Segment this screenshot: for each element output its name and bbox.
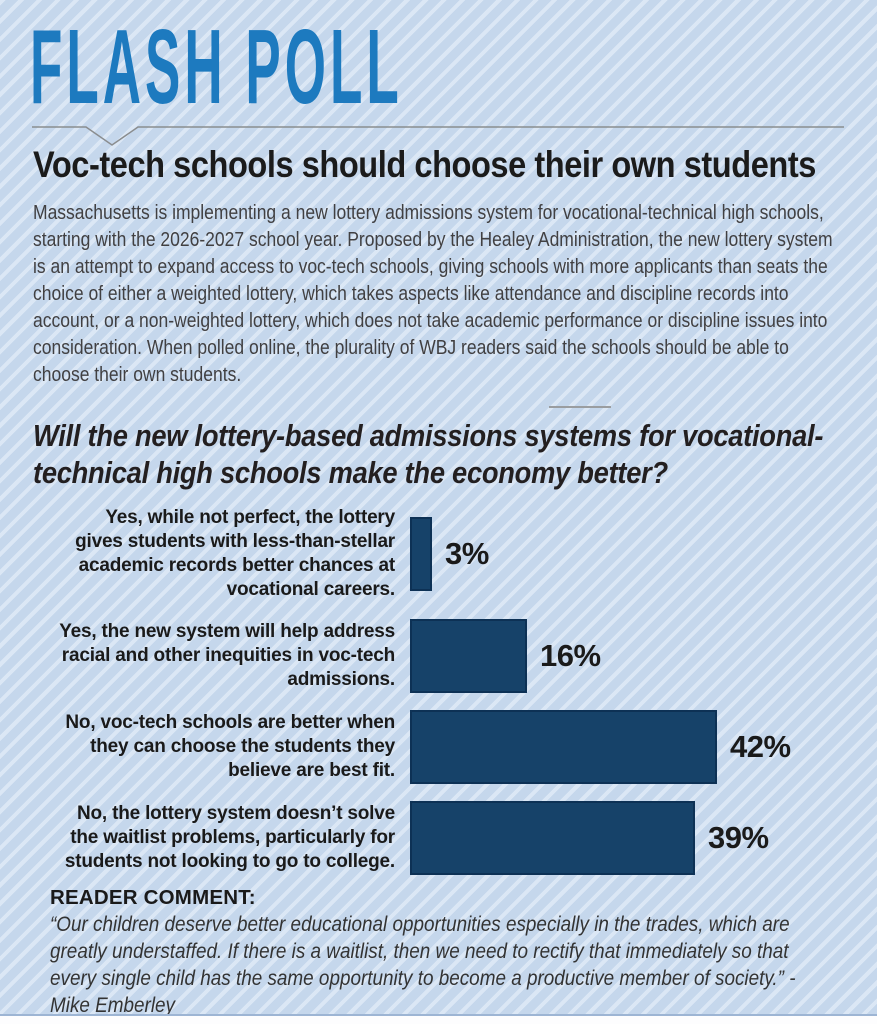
poll-bar-group: 16% (410, 619, 601, 693)
intro-paragraph: Massachusetts is implementing a new lott… (33, 202, 833, 386)
poll-bar-value: 16% (540, 638, 601, 673)
poll-row: Yes, the new system will help address ra… (33, 619, 853, 693)
poll-bar-value: 39% (708, 820, 769, 855)
reader-comment-heading: READER COMMENT: (50, 886, 256, 909)
reader-comment-quote: “Our children deserve better educational… (50, 913, 796, 1017)
poll-bar-value: 42% (730, 729, 791, 764)
poll-bar-group: 3% (410, 517, 489, 591)
poll-bar (410, 801, 695, 875)
poll-bar-value: 3% (445, 536, 489, 571)
masthead-title: FLASH POLL (30, 8, 403, 126)
poll-row: Yes, while not perfect, the lottery give… (33, 506, 853, 602)
poll-chart: Yes, while not perfect, the lottery give… (33, 506, 853, 892)
poll-result-headline: Voc-tech schools should choose their own… (33, 144, 816, 185)
poll-bar (410, 517, 432, 591)
poll-option-label: Yes, the new system will help address ra… (59, 621, 395, 690)
bottom-edge-line (0, 1014, 877, 1016)
poll-option-label: Yes, while not perfect, the lottery give… (75, 507, 395, 600)
bottom-white-strip (0, 1016, 877, 1024)
poll-option-label: No, voc-tech schools are better when the… (65, 712, 395, 781)
poll-bar (410, 710, 717, 784)
poll-row: No, voc-tech schools are better when the… (33, 710, 853, 784)
poll-bar-group: 39% (410, 801, 769, 875)
poll-bar (410, 619, 527, 693)
poll-bar-group: 42% (410, 710, 791, 784)
decorative-dash (549, 406, 611, 408)
masthead-rule-with-notch (32, 126, 844, 146)
poll-option-label: No, the lottery system doesn’t solve the… (64, 803, 395, 872)
poll-question: Will the new lottery-based admissions sy… (33, 418, 824, 490)
poll-row: No, the lottery system doesn’t solve the… (33, 801, 853, 875)
